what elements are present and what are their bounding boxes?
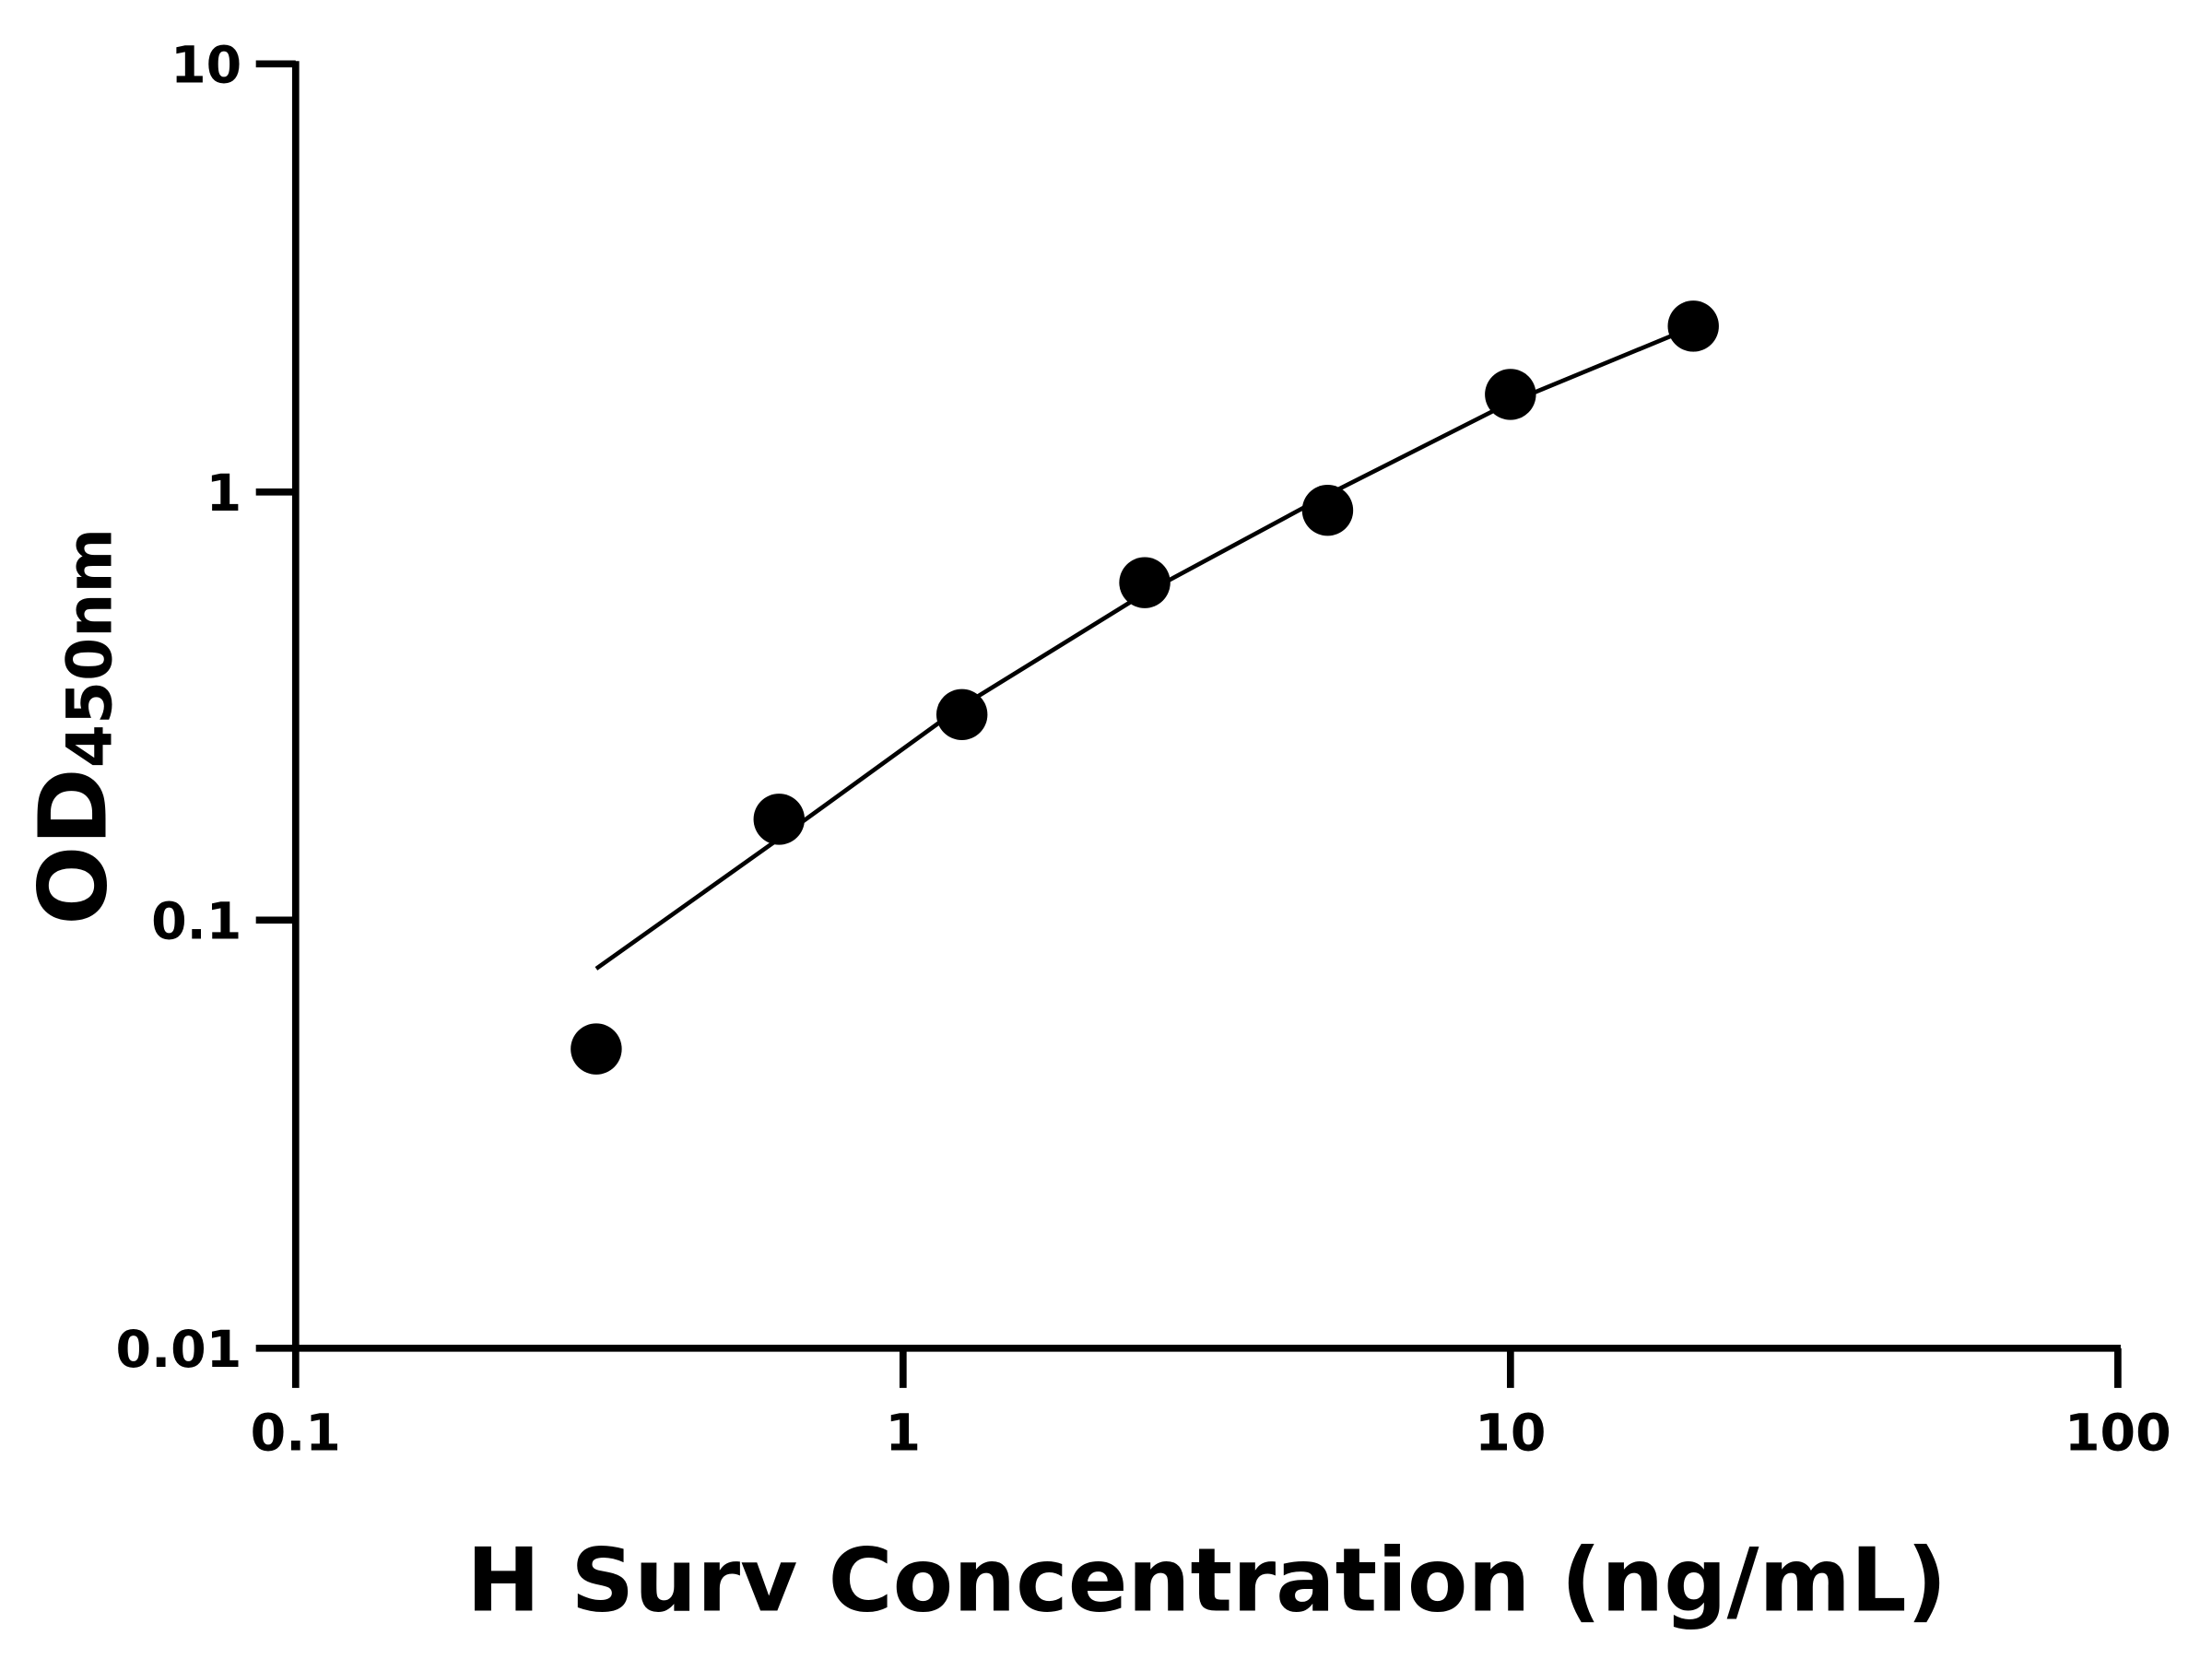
data-point — [1667, 300, 1719, 352]
x-tick-label: 1 — [886, 1405, 922, 1464]
data-point — [1301, 484, 1354, 536]
y-axis-label-sub: 450nm — [53, 528, 126, 768]
y-axis-label-main: OD — [18, 768, 127, 925]
y-tick-label: 1 — [206, 465, 242, 524]
x-axis-label: H Surv Concentration (ng/mL) — [466, 1529, 1947, 1632]
data-point — [571, 1023, 622, 1075]
fit-line — [594, 324, 1695, 971]
x-tick-label: 10 — [1475, 1405, 1546, 1464]
y-tick-label: 10 — [171, 36, 241, 95]
x-tick-label: 100 — [2065, 1405, 2171, 1464]
data-point — [753, 794, 806, 845]
y-tick-label: 0.1 — [151, 892, 241, 951]
y-axis-label: OD450nm — [18, 528, 127, 925]
data-point — [1119, 557, 1171, 608]
x-tick-label: 0.1 — [251, 1405, 341, 1464]
data-point — [935, 688, 988, 741]
y-tick-label: 0.01 — [116, 1321, 242, 1380]
